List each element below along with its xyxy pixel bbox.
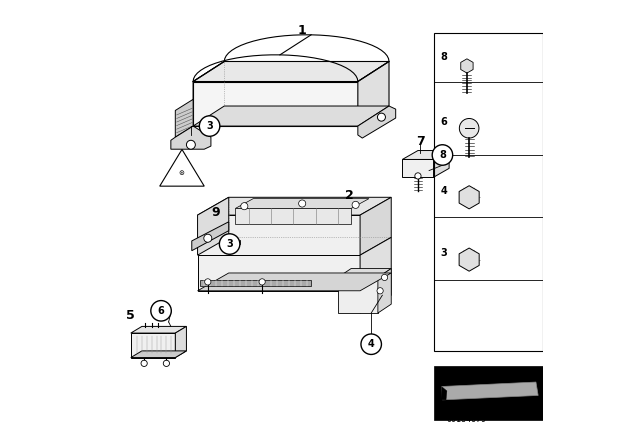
Circle shape <box>432 145 452 165</box>
Text: 3: 3 <box>227 239 233 249</box>
Bar <box>433 33 543 351</box>
Polygon shape <box>198 197 228 255</box>
Text: 4: 4 <box>368 339 374 349</box>
Circle shape <box>463 254 476 266</box>
Circle shape <box>299 200 306 207</box>
Polygon shape <box>198 255 360 291</box>
Polygon shape <box>236 208 351 224</box>
Polygon shape <box>198 215 360 255</box>
Circle shape <box>241 202 248 210</box>
Polygon shape <box>358 106 396 138</box>
Text: 3: 3 <box>440 248 447 258</box>
Text: 00184679: 00184679 <box>447 415 487 424</box>
Text: 8: 8 <box>440 52 447 62</box>
Text: 9: 9 <box>211 207 220 220</box>
Polygon shape <box>131 333 175 358</box>
Circle shape <box>199 116 220 136</box>
Polygon shape <box>198 273 391 291</box>
Text: 2: 2 <box>344 189 353 202</box>
Circle shape <box>163 360 170 366</box>
Polygon shape <box>175 99 193 137</box>
Polygon shape <box>461 59 473 73</box>
Circle shape <box>460 118 479 138</box>
Circle shape <box>415 173 421 179</box>
Polygon shape <box>131 351 186 358</box>
Polygon shape <box>198 197 391 215</box>
Circle shape <box>204 234 212 242</box>
Circle shape <box>141 360 147 366</box>
Polygon shape <box>193 61 389 82</box>
Text: 3: 3 <box>206 121 213 131</box>
Polygon shape <box>193 82 358 126</box>
Circle shape <box>378 113 385 121</box>
Polygon shape <box>193 61 224 126</box>
Circle shape <box>205 279 211 285</box>
Circle shape <box>352 201 359 208</box>
Circle shape <box>377 288 383 294</box>
Circle shape <box>220 234 240 254</box>
Circle shape <box>186 140 195 149</box>
Polygon shape <box>360 237 391 313</box>
Text: 6: 6 <box>157 306 164 316</box>
Text: 4: 4 <box>440 185 447 196</box>
Circle shape <box>259 279 265 285</box>
Polygon shape <box>433 151 449 177</box>
Text: 7: 7 <box>416 135 424 148</box>
Bar <box>433 366 543 420</box>
Circle shape <box>463 191 476 203</box>
Polygon shape <box>236 198 369 208</box>
Polygon shape <box>360 197 391 255</box>
Polygon shape <box>338 277 378 313</box>
Polygon shape <box>200 280 311 286</box>
Polygon shape <box>459 186 479 209</box>
Text: 1: 1 <box>298 24 307 37</box>
Text: $\circledast$: $\circledast$ <box>179 168 186 177</box>
Polygon shape <box>358 61 389 126</box>
Polygon shape <box>192 222 228 251</box>
Polygon shape <box>378 268 391 313</box>
Polygon shape <box>193 106 389 126</box>
Polygon shape <box>403 151 449 159</box>
Polygon shape <box>459 248 479 271</box>
Circle shape <box>151 301 172 321</box>
Polygon shape <box>338 268 391 277</box>
Polygon shape <box>403 159 433 177</box>
Text: 6: 6 <box>440 117 447 128</box>
Polygon shape <box>442 382 538 400</box>
Circle shape <box>361 334 381 354</box>
Text: 5: 5 <box>127 309 135 322</box>
Polygon shape <box>131 327 186 333</box>
Polygon shape <box>442 387 447 400</box>
Circle shape <box>381 274 388 280</box>
Polygon shape <box>171 126 211 149</box>
Text: 8: 8 <box>439 150 446 160</box>
Polygon shape <box>175 327 186 358</box>
